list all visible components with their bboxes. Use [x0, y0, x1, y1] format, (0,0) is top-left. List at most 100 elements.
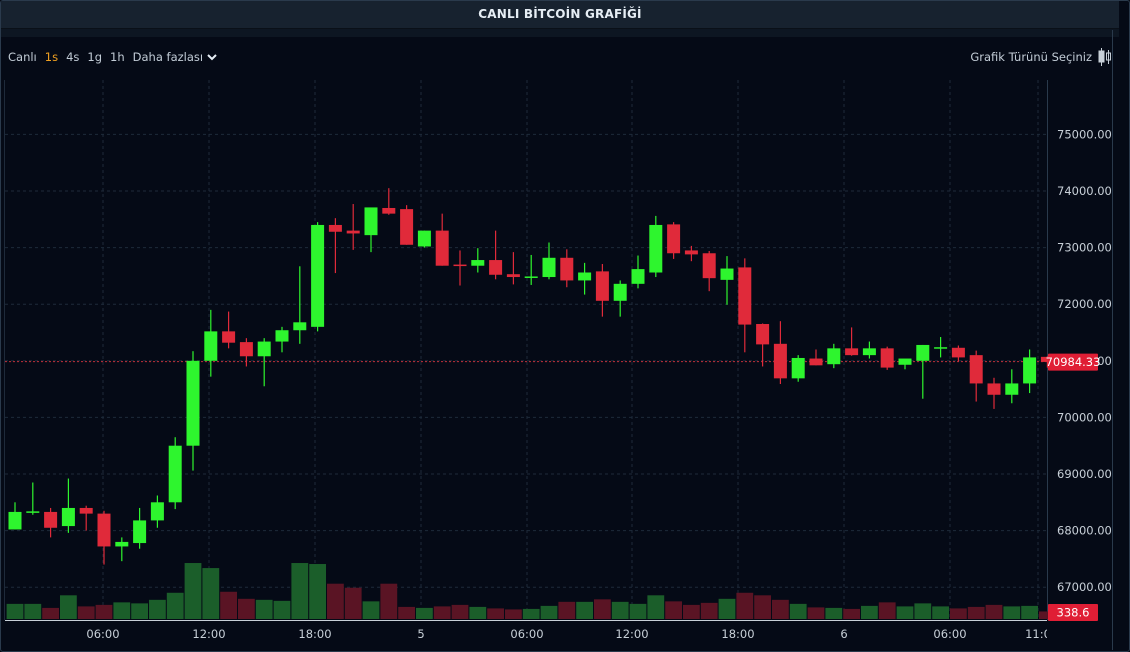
- volume-bar: [380, 583, 398, 619]
- volume-bar: [131, 603, 148, 619]
- title-bar: CANLI BİTCOİN GRAFİĞİ: [1, 1, 1119, 29]
- candle[interactable]: [684, 245, 698, 262]
- candle[interactable]: [328, 218, 342, 274]
- candle[interactable]: [756, 323, 770, 367]
- candle[interactable]: [311, 222, 325, 332]
- candle[interactable]: [613, 280, 627, 317]
- candle[interactable]: [578, 262, 592, 295]
- title-divider: [1, 29, 1119, 37]
- candle[interactable]: [150, 495, 164, 528]
- candle[interactable]: [97, 510, 111, 565]
- volume-bar: [42, 607, 59, 619]
- candle[interactable]: [346, 204, 360, 250]
- volume-bar: [754, 595, 771, 619]
- candle[interactable]: [827, 343, 841, 369]
- x-axis-label: 18:00: [721, 627, 754, 641]
- candle[interactable]: [880, 346, 894, 370]
- x-axis-label: 06:00: [86, 627, 119, 641]
- candle[interactable]: [8, 502, 22, 530]
- volume-bar: [1039, 611, 1056, 619]
- candle[interactable]: [417, 230, 431, 248]
- volume-bar: [665, 601, 682, 619]
- candle[interactable]: [720, 256, 734, 305]
- candle[interactable]: [773, 321, 787, 385]
- candle[interactable]: [453, 250, 467, 286]
- candle[interactable]: [168, 437, 182, 510]
- x-axis-label: 12:00: [192, 627, 225, 641]
- volume-bar: [1021, 605, 1038, 619]
- candle[interactable]: [471, 248, 485, 273]
- candle[interactable]: [524, 254, 538, 285]
- candle[interactable]: [934, 337, 948, 358]
- candle[interactable]: [275, 326, 289, 353]
- volume-bar: [914, 603, 932, 619]
- volume-bar: [825, 607, 843, 619]
- y-axis-label: 69000.00: [1057, 467, 1112, 481]
- interval-1h[interactable]: 1h: [110, 50, 125, 64]
- candle[interactable]: [667, 222, 681, 259]
- candle[interactable]: [115, 537, 129, 562]
- volume-bar: [736, 592, 754, 619]
- volume-bar: [861, 605, 878, 619]
- candle[interactable]: [631, 255, 645, 289]
- candle[interactable]: [1005, 369, 1019, 404]
- candle[interactable]: [257, 338, 271, 387]
- candle[interactable]: [916, 344, 930, 399]
- candle[interactable]: [44, 507, 58, 538]
- volume-bar: [967, 606, 985, 619]
- chart-type-selector[interactable]: Grafik Türünü Seçiniz: [970, 48, 1112, 66]
- candle[interactable]: [791, 355, 805, 382]
- candle[interactable]: [489, 230, 503, 280]
- candle[interactable]: [987, 377, 1001, 409]
- candle[interactable]: [560, 249, 574, 288]
- candle[interactable]: [542, 242, 556, 280]
- candle[interactable]: [506, 252, 520, 285]
- candle[interactable]: [293, 266, 307, 344]
- candle[interactable]: [222, 311, 236, 349]
- candle[interactable]: [1023, 349, 1037, 394]
- candle[interactable]: [649, 215, 663, 278]
- candle[interactable]: [133, 507, 147, 549]
- volume-bar: [789, 603, 807, 619]
- candle[interactable]: [26, 482, 40, 515]
- interval-1s[interactable]: 1s: [44, 50, 59, 64]
- interval-4s[interactable]: 4s: [66, 50, 80, 64]
- candle[interactable]: [809, 349, 823, 366]
- y-axis-label: 70000.00: [1057, 410, 1112, 424]
- candle[interactable]: [61, 478, 75, 533]
- candle[interactable]: [400, 205, 414, 245]
- more-intervals-label: Daha fazlası: [132, 50, 204, 64]
- volume-bar: [273, 600, 291, 619]
- candle[interactable]: [364, 207, 378, 253]
- candle[interactable]: [204, 309, 218, 377]
- volume-bar: [540, 605, 558, 619]
- chevron-down-icon: [207, 53, 217, 60]
- candle[interactable]: [862, 341, 876, 359]
- candle[interactable]: [79, 505, 93, 531]
- candle[interactable]: [951, 345, 965, 362]
- volume-bar: [24, 603, 42, 619]
- x-axis-label: 06:00: [510, 627, 543, 641]
- candle[interactable]: [382, 188, 396, 215]
- candle[interactable]: [186, 351, 200, 471]
- interval-1g[interactable]: 1g: [87, 50, 103, 64]
- candle[interactable]: [898, 358, 912, 370]
- volume-bar: [184, 563, 202, 619]
- candle[interactable]: [239, 338, 253, 367]
- volume-bar: [878, 602, 896, 619]
- interval-live[interactable]: Canlı: [8, 50, 37, 64]
- candle[interactable]: [702, 250, 716, 292]
- volume-bar: [683, 604, 700, 619]
- candle[interactable]: [738, 258, 752, 353]
- candle[interactable]: [435, 213, 449, 266]
- candle[interactable]: [845, 327, 859, 356]
- volume-bar: [505, 609, 522, 619]
- candle[interactable]: [969, 350, 983, 402]
- volume-bar: [932, 606, 949, 619]
- more-intervals-dropdown[interactable]: Daha fazlası: [133, 50, 217, 64]
- candle[interactable]: [1040, 356, 1054, 368]
- volume-bar: [398, 606, 415, 619]
- candle[interactable]: [595, 264, 609, 317]
